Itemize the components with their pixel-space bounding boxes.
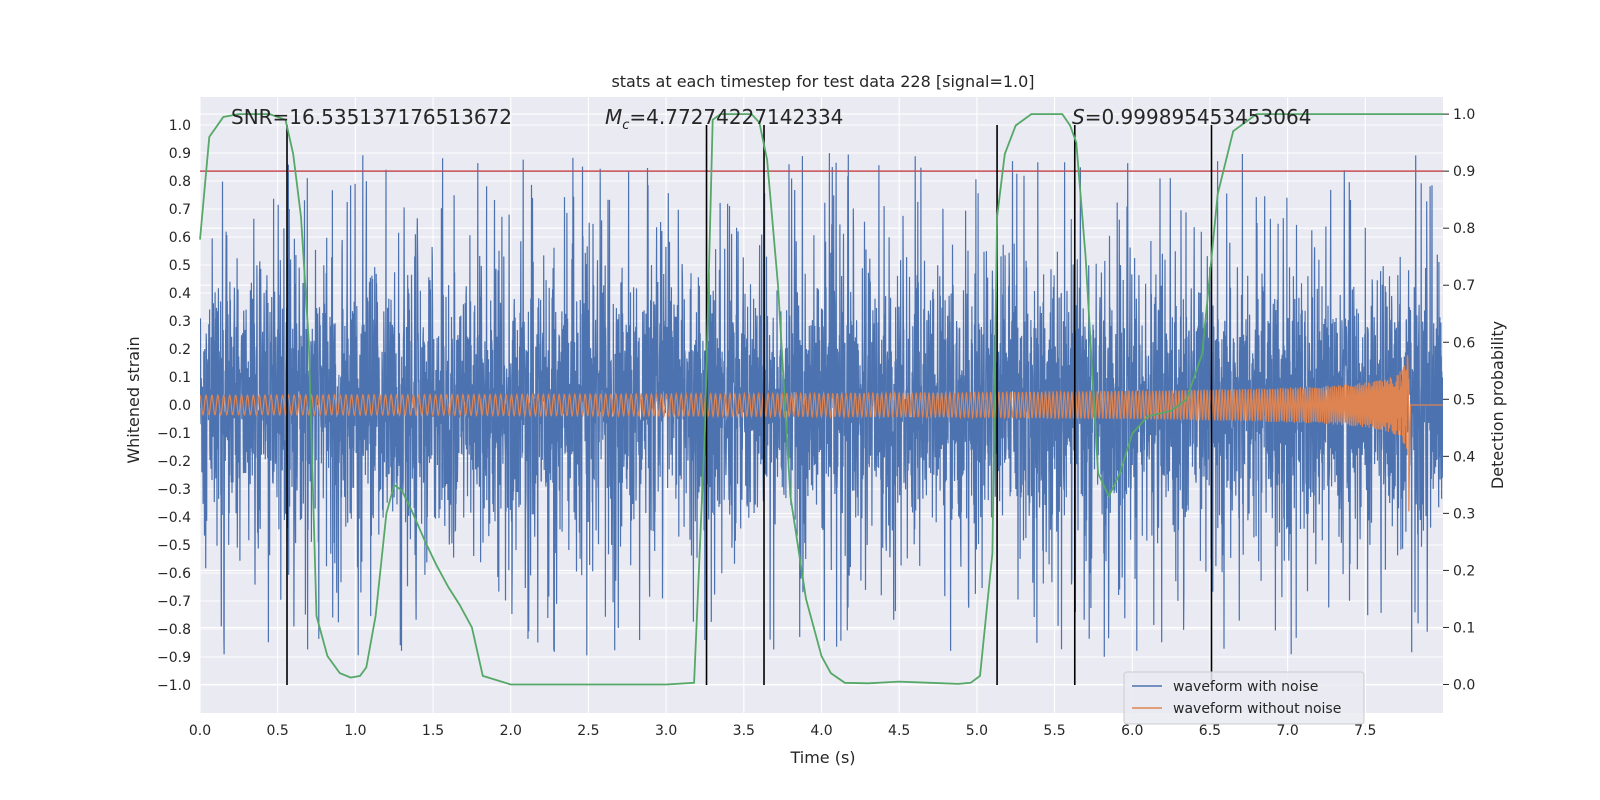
legend-label-clean: waveform without noise [1173,701,1341,717]
x-tick-label: 6.5 [1199,723,1221,739]
y-axis-label-right: Detection probability [1488,321,1507,489]
x-tick-label: 3.0 [655,723,677,739]
y-left-tick-label: −0.1 [157,426,191,442]
statistic-annotation: S=0.999895453453064 [1072,105,1311,129]
y-left-tick-label: 0.3 [169,314,191,330]
x-tick-label: 3.5 [733,723,755,739]
y-left-tick-label: −1.0 [157,678,191,694]
series-noisy-waveform [200,153,1443,657]
series-layer [200,153,1443,657]
x-tick-label: 4.0 [810,723,832,739]
y-right-tick-label: 0.1 [1453,620,1475,636]
x-tick-label: 5.5 [1043,723,1065,739]
x-tick-label: 6.0 [1121,723,1143,739]
y-right-tick-label: 0.7 [1453,278,1475,294]
y-left-tick-label: 1.0 [169,118,191,134]
x-tick-label: 4.5 [888,723,910,739]
chirp-mass-subscript: c [622,118,629,133]
y-left-tick-label: 0.1 [169,370,191,386]
y-left-tick-label: −0.6 [157,566,191,582]
y-right-tick-label: 0.2 [1453,563,1475,579]
y-axis-label-left: Whitened strain [124,336,143,463]
y-left-tick-label: 0.2 [169,342,191,358]
legend: waveform with noise waveform without noi… [1123,671,1365,725]
snr-annotation: SNR=16.535137176513672 [231,105,512,129]
x-tick-label: 1.5 [422,723,444,739]
overlay-layer [199,113,1443,686]
y-right-tick-label: 1.0 [1453,107,1475,123]
y-left-tick-label: 0.6 [169,230,191,246]
y-left-tick-label: 0.7 [169,202,191,218]
y-right-tick-label: 0.9 [1453,164,1475,180]
x-tick-label: 1.0 [344,723,366,739]
y-left-tick-label: −0.2 [157,454,191,470]
chirp-mass-annotation: Mc=4.77274227142334 [605,105,843,133]
legend-box [1123,671,1365,725]
chirp-mass-value: =4.77274227142334 [629,105,843,129]
y-left-tick-label: 0.9 [169,146,191,162]
y-left-tick-label: 0.8 [169,174,191,190]
x-axis-label: Time (s) [789,748,855,767]
y-left-tick-label: 0.0 [169,398,191,414]
y-right-tick-label: 0.5 [1453,392,1475,408]
y-left-tick-label: −0.3 [157,482,191,498]
y-left-tick-label: −0.4 [157,510,191,526]
chart-title: stats at each timestep for test data 228… [611,72,1034,91]
x-tick-label: 0.0 [189,723,211,739]
x-tick-label: 5.0 [966,723,988,739]
y-left-tick-label: −0.9 [157,650,191,666]
y-right-tick-label: 0.0 [1453,677,1475,693]
x-tick-label: 0.5 [267,723,289,739]
y-right-tick-label: 0.8 [1453,221,1475,237]
y-right-tick-label: 0.4 [1453,449,1475,465]
series-clean-waveform [200,355,1443,512]
chirp-mass-symbol: M [605,105,622,129]
y-left-tick-label: −0.7 [157,594,191,610]
y-left-tick-label: −0.5 [157,538,191,554]
y-left-tick-label: 0.5 [169,258,191,274]
y-left-tick-label: −0.8 [157,622,191,638]
series-detection-probability [199,113,1443,686]
y-right-tick-label: 0.3 [1453,506,1475,522]
statistic-value: =0.999895453453064 [1085,105,1312,129]
x-tick-label: 7.5 [1354,723,1376,739]
x-tick-label: 7.0 [1276,723,1298,739]
ticks-layer: 0.0 0.5 1.0 1.5 2.0 2.5 3.0 3.5 4.0 4.5 5.0 5.5 6.0 6… [157,107,1475,739]
legend-label-noise: waveform with noise [1173,679,1318,695]
y-right-tick-label: 0.6 [1453,335,1475,351]
y-left-tick-label: 0.4 [169,286,191,302]
x-tick-label: 2.0 [500,723,522,739]
statistic-symbol: S [1072,105,1085,129]
x-tick-label: 2.5 [577,723,599,739]
